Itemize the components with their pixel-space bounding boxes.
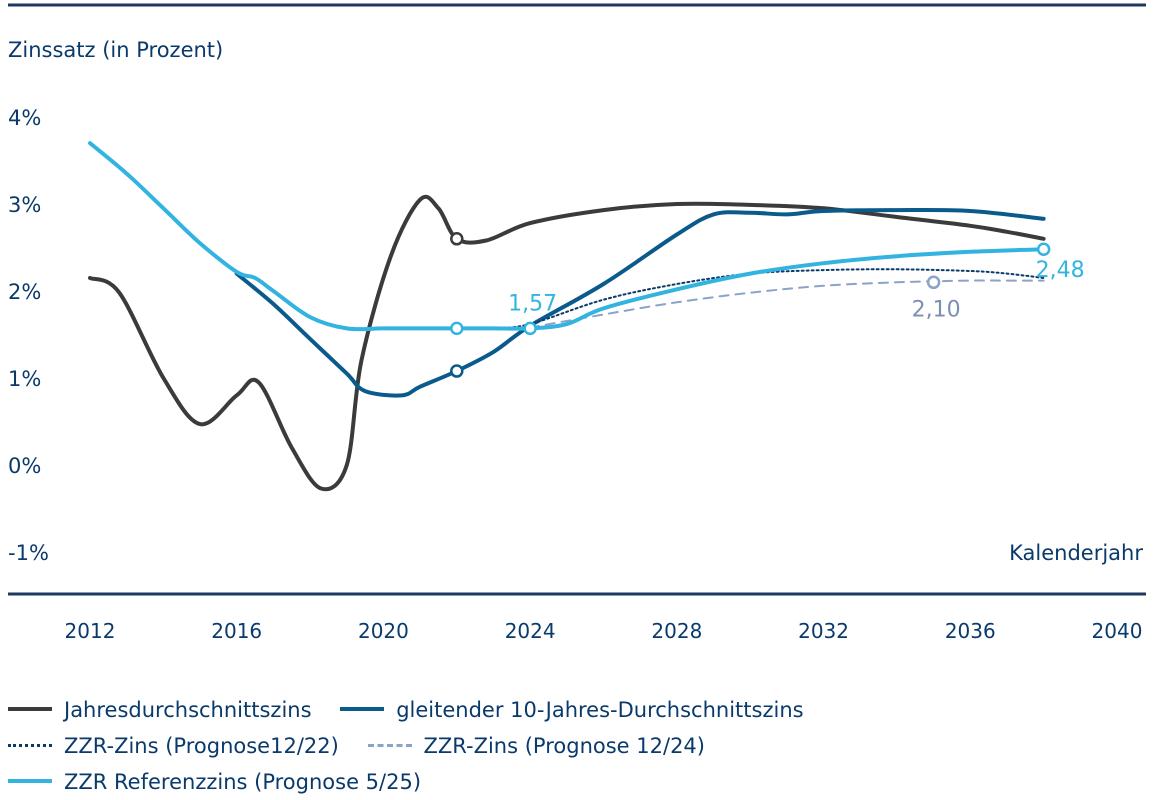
legend-label: ZZR Referenzzins (Prognose 5/25) (64, 770, 422, 794)
x-tick-label: 2012 (65, 619, 116, 643)
legend-item-jahresdurchschnittszins: Jahresdurchschnittszins (8, 698, 312, 722)
y-tick-label: 1% (8, 367, 41, 391)
data-label: 1,57 (508, 291, 557, 316)
series-line-jahresdurchschnittszins (88, 194, 1046, 492)
series-line-zzr-zins-prognose12-22 (492, 268, 1045, 330)
legend-swatch (8, 779, 52, 783)
series-layer (88, 141, 1046, 492)
x-tick-label: 2032 (798, 619, 849, 643)
legend-swatch (8, 707, 52, 711)
x-tick-label: 2016 (211, 619, 262, 643)
data-point-marker (450, 232, 464, 246)
legend-item-zzr-referenzzins-prognose-5-25: ZZR Referenzzins (Prognose 5/25) (8, 770, 421, 794)
x-tick-label: 2036 (945, 619, 996, 643)
data-label: 2,10 (912, 297, 961, 322)
y-axis-label: Zinssatz (in Prozent) (8, 38, 223, 62)
line-chart: Zinssatz (in Prozent) Kalenderjahr 4% 3% 2… (8, 3, 1146, 643)
x-tick-label: 2020 (358, 619, 409, 643)
y-tick-label: 0% (8, 454, 41, 478)
data-point-marker (450, 321, 464, 336)
legend-swatch (367, 743, 412, 747)
data-point-marker (926, 275, 941, 290)
x-axis-label: Kalenderjahr (1009, 541, 1143, 565)
y-tick-label: 2% (8, 280, 41, 304)
legend-item-gleitender-10-jahres-durchschnittszins: gleitender 10-Jahres-Durchschnittszins (340, 698, 804, 722)
legend-label: ZZR-Zins (Prognose12/22) (64, 734, 339, 758)
legend-item-zzr-zins-prognose12-22: ZZR-Zins (Prognose12/22) (8, 734, 339, 758)
legend-item-zzr-zins-prognose-12-24: ZZR-Zins (Prognose 12/24) (367, 734, 705, 758)
legend-label: gleitender 10-Jahres-Durchschnittszins (396, 698, 804, 722)
y-tick-label: 3% (8, 193, 41, 217)
series-line-zzr-zins-prognose-12-24 (529, 279, 1045, 329)
legend-swatch (8, 743, 52, 747)
data-label: 2,48 (1036, 258, 1085, 283)
y-axis-ticks: 4% 3% 2% 1% 0% -1% (8, 106, 49, 565)
marker-layer (450, 232, 1051, 378)
series-line-gleitender-10-jahres-durchschnittszins (234, 207, 1046, 398)
data-point-marker (450, 364, 464, 378)
data-point-marker (1036, 242, 1051, 256)
y-tick-label: 4% (8, 106, 41, 130)
legend-swatch (340, 707, 385, 711)
legend: Jahresdurchschnittszins gleitender 10-Ja… (8, 692, 1158, 800)
y-tick-label: -1% (8, 541, 49, 565)
x-tick-label: 2028 (651, 619, 702, 643)
x-tick-label: 2040 (1092, 619, 1143, 643)
annotation-layer: 1,57 2,10 2,48 (508, 258, 1084, 322)
x-tick-label: 2024 (505, 619, 556, 643)
x-axis-ticks: 2012 2016 2020 2024 2028 2032 2036 2040 (65, 619, 1143, 643)
data-point-marker (523, 321, 537, 336)
legend-label: Jahresdurchschnittszins (64, 698, 312, 722)
series-line-zzr-referenzzins-prognose-5-25 (88, 141, 1046, 332)
legend-label: ZZR-Zins (Prognose 12/24) (423, 734, 705, 758)
